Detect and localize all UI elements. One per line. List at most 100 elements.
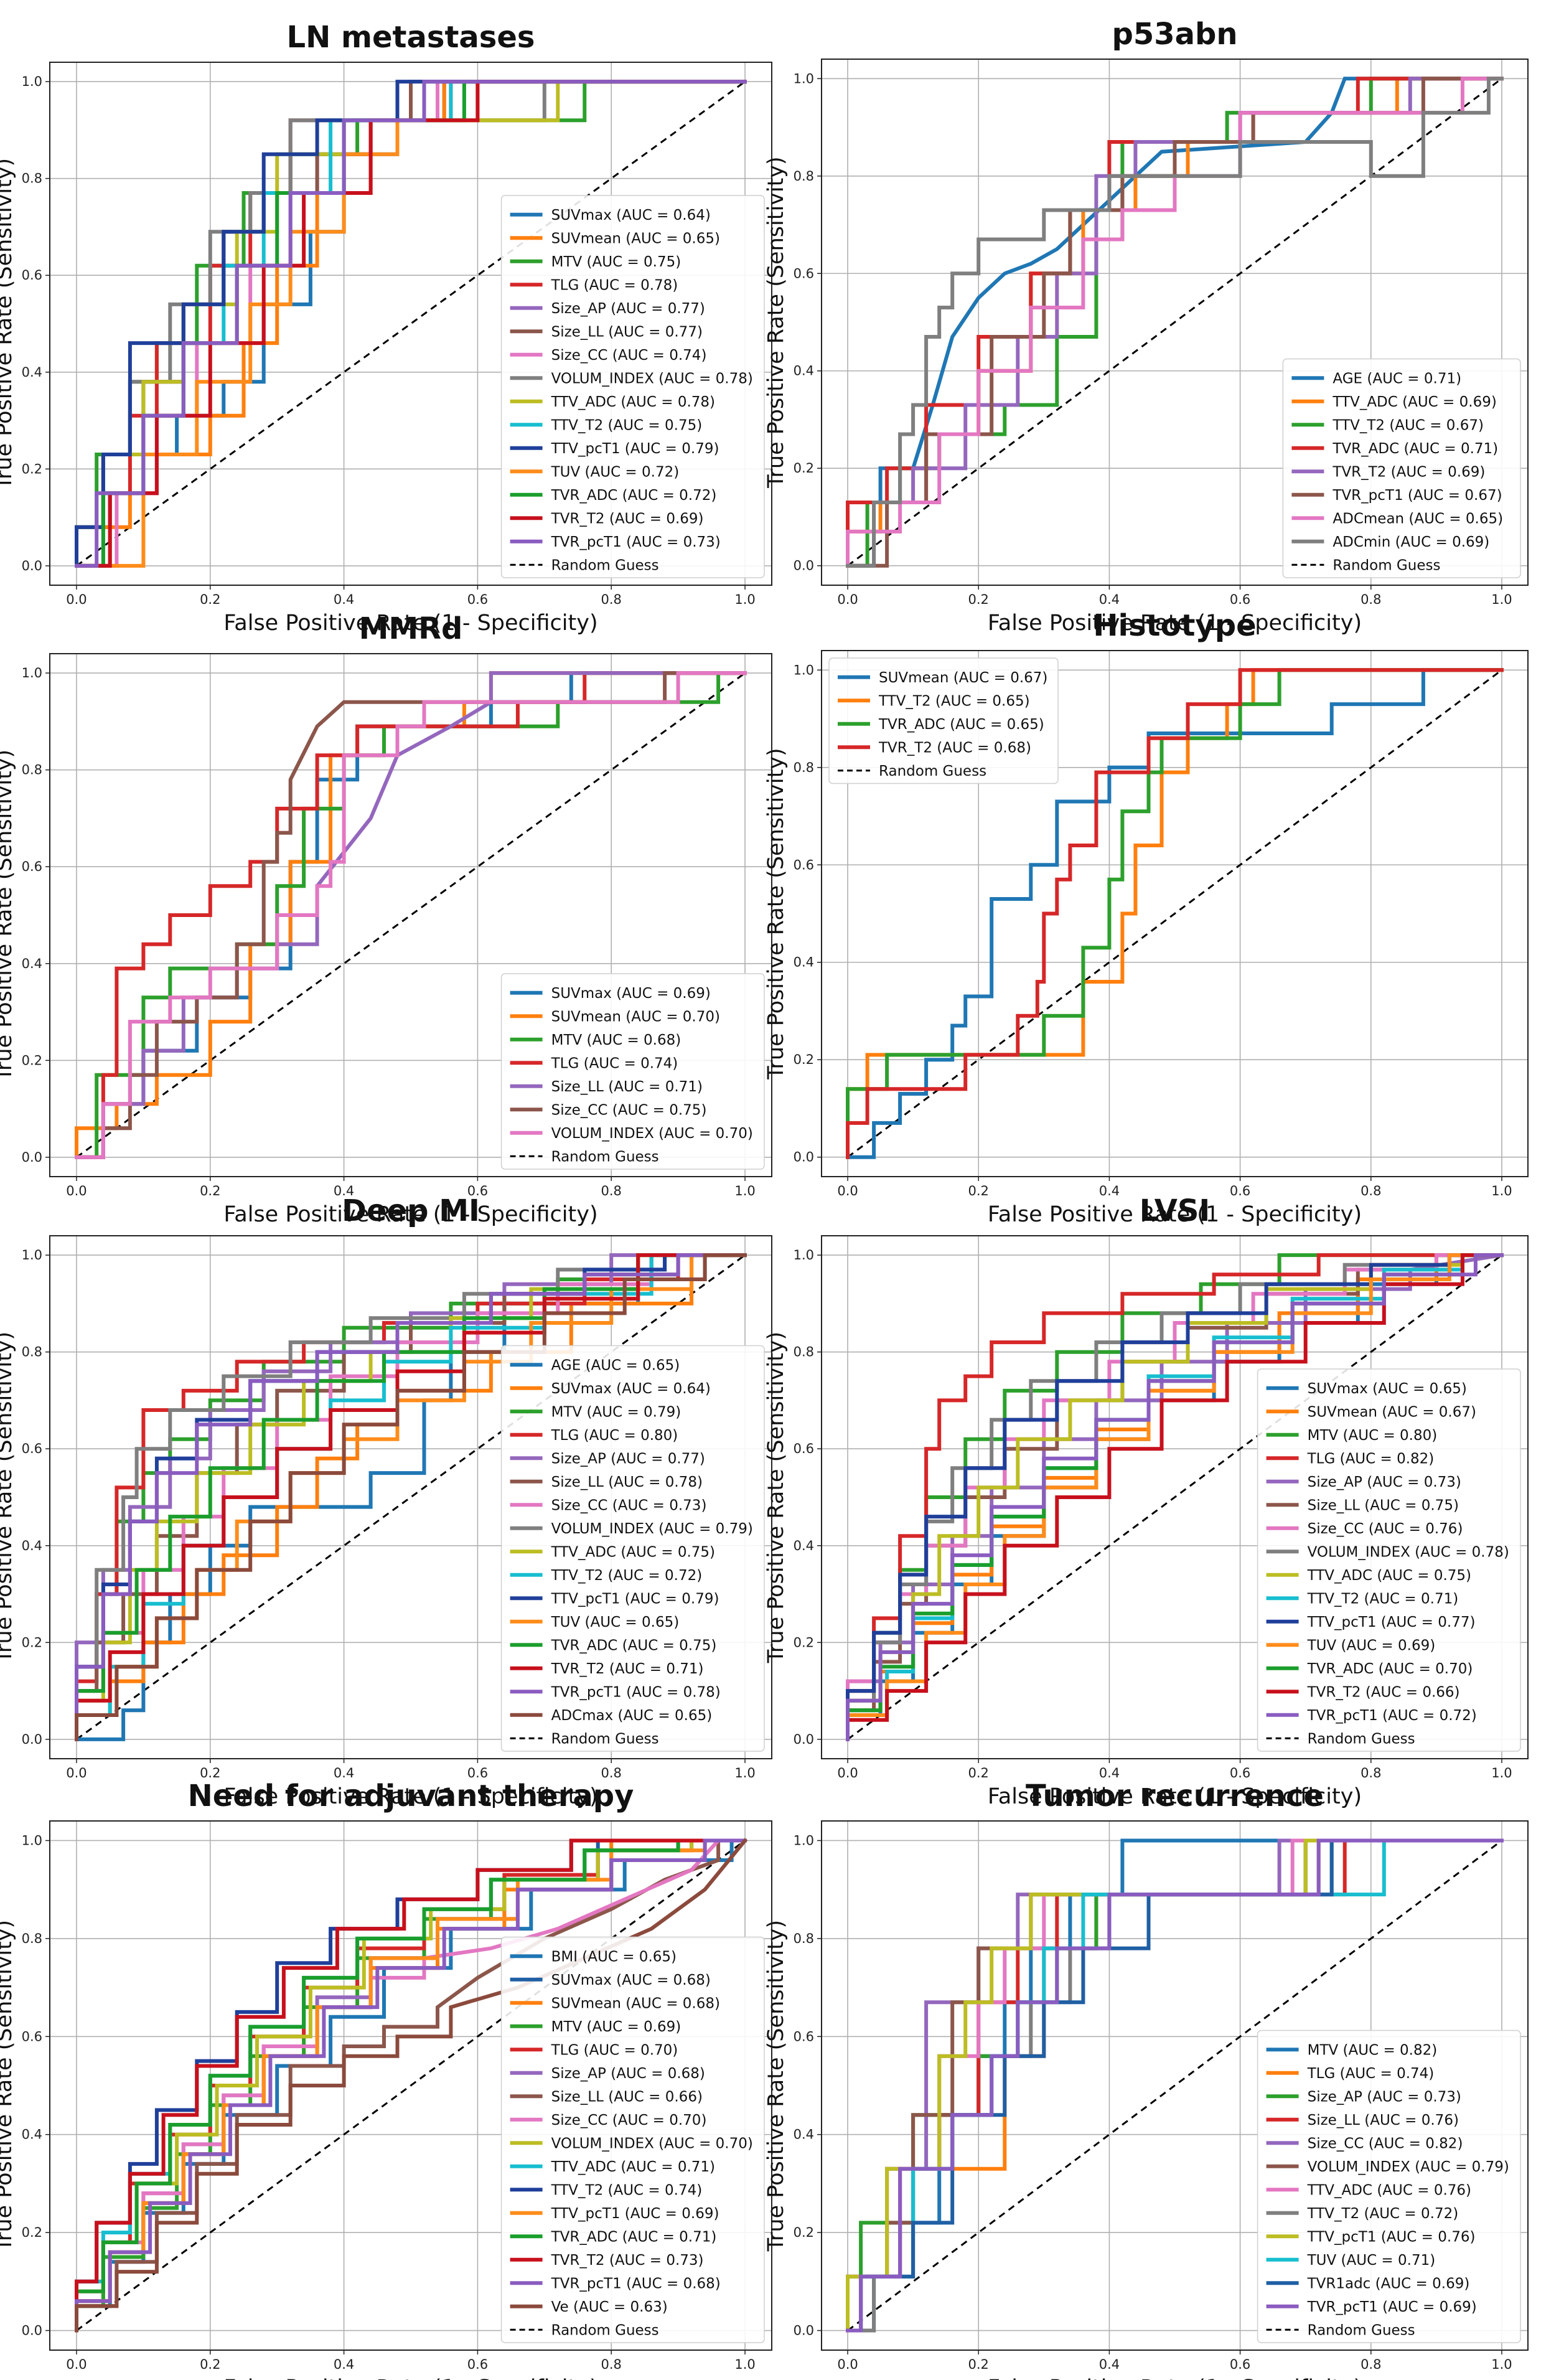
chart-title: Tumor recurrence: [1026, 1779, 1324, 1813]
legend: AGE (AUC = 0.65) SUVmax (AUC = 0.64) MTV (…: [500, 1345, 765, 1752]
roc-curve-tvr-t2: [846, 668, 1504, 1159]
legend-label: TVR_T2 (AUC = 0.73): [551, 2252, 704, 2269]
x-tick-label: 1.0: [734, 1766, 755, 1780]
legend-label: TVR_T2 (AUC = 0.68): [878, 740, 1031, 756]
legend-label: TTV_ADC (AUC = 0.69): [1332, 394, 1496, 410]
legend-label: MTV (AUC = 0.75): [551, 254, 682, 270]
y-tick-label: 1.0: [794, 1833, 814, 1848]
x-tick-label: 1.0: [734, 2357, 755, 2372]
legend-label: TTV_T2 (AUC = 0.71): [1307, 1591, 1459, 1607]
legend-label: TUV (AUC = 0.65): [551, 1614, 680, 1630]
plot-frame: [821, 650, 1529, 1177]
panel-tumor-recurrence: Tumor recurrence 0.0 0.0 0.2 0.2 0.4 0.4 0.6 0.6…: [764, 1779, 1529, 2380]
x-tick-label: 0.6: [1230, 2357, 1250, 2372]
roc-curve-tvr-pct1: [75, 1253, 747, 1741]
legend-label: Size_CC (AUC = 0.74): [551, 347, 707, 364]
x-tick-label: 0.8: [1361, 592, 1381, 607]
x-tick-label: 1.0: [734, 1183, 755, 1198]
panel-lvsi: LVSI 0.0 0.0 0.2 0.2 0.4 0.4 0.6 0.6 0.8 0.8 1.0 1.0…: [764, 1193, 1529, 1809]
legend-label: Size_LL (AUC = 0.75): [1308, 1497, 1459, 1513]
legend-label: TTV_ADC (AUC = 0.71): [551, 2159, 715, 2175]
chart-title: Need for adjuvant therapy: [188, 1779, 634, 1813]
roc-curve-tvr-pct1: [846, 1253, 1504, 1741]
plot-frame: [821, 1820, 1529, 2351]
legend-label: TTV_T2 (AUC = 0.72): [1307, 2206, 1459, 2222]
roc-curve-tvr-pct1: [75, 80, 747, 568]
plot-frame: [49, 62, 772, 586]
y-axis-label: True Positive Rate (Sensitivity): [764, 156, 789, 488]
x-tick-label: 0.6: [1230, 592, 1250, 607]
roc-curve-size-ll: [846, 1253, 1504, 1741]
y-tick-label: 1.0: [794, 71, 814, 86]
y-axis-label: True Positive Rate (Sensitivity): [0, 1332, 17, 1663]
legend-label: TVR_pcT1 (AUC = 0.78): [551, 1684, 721, 1700]
x-tick-label: 0.6: [467, 1766, 488, 1780]
y-axis-label: True Positive Rate (Sensitivity): [764, 748, 789, 1079]
x-axis-label: False Positive Rate (1 - Specificity): [223, 611, 597, 636]
panel-ln-metastases: LN metastases 0.0 0.0 0.2 0.2 0.4 0.4 0.6 0.6 0.8…: [0, 20, 772, 636]
legend-label: MTV (AUC = 0.82): [1308, 2042, 1438, 2058]
legend-label: TTV_T2 (AUC = 0.72): [551, 1568, 703, 1584]
y-tick-label: 0.2: [794, 1052, 814, 1067]
random-guess-line: [76, 672, 746, 1159]
plot-frame: [49, 653, 772, 1177]
legend-label: TLG (AUC = 0.74): [551, 1055, 678, 1071]
legend-label: Size_CC (AUC = 0.82): [1308, 2135, 1463, 2152]
plot-frame: [49, 1235, 772, 1759]
y-tick-label: 0.8: [22, 171, 42, 186]
random-guess-line: [847, 78, 1502, 567]
y-tick-label: 1.0: [794, 1248, 814, 1263]
legend-label: Size_CC (AUC = 0.75): [551, 1102, 707, 1118]
roc-curve-tvr-pct1: [846, 77, 1504, 568]
chart-title: p53abn: [1112, 17, 1237, 52]
chart-title: Deep MI: [342, 1193, 480, 1228]
chart-title: LN metastases: [287, 20, 535, 55]
chart-title: LVSI: [1140, 1193, 1211, 1228]
legend-label: TTV_pcT1 (AUC = 0.79): [551, 441, 719, 457]
y-tick-label: 0.0: [794, 1150, 814, 1165]
roc-curve-adcmax: [75, 1253, 747, 1741]
x-axis-label: False Positive Rate (1 - Specificity): [988, 1202, 1362, 1227]
legend-box: [500, 973, 765, 1170]
y-axis-label: True Positive Rate (Sensitivity): [0, 158, 17, 490]
legend-label: SUVmax (AUC = 0.64): [551, 207, 711, 223]
panel-deep-mi: Deep MI 0.0 0.0 0.2 0.2 0.4 0.4 0.6 0.6 0.8 0.8 1.0…: [0, 1193, 772, 1809]
y-tick-label: 0.4: [22, 956, 42, 971]
y-tick-label: 0.8: [22, 1345, 42, 1360]
legend-label: TTV_pcT1 (AUC = 0.69): [551, 2206, 719, 2222]
x-tick-label: 0.8: [1361, 2357, 1381, 2372]
legend: SUVmax (AUC = 0.69) SUVmean (AUC = 0.70) M…: [500, 973, 765, 1170]
x-tick-label: 1.0: [1491, 592, 1512, 607]
legend-label: SUVmean (AUC = 0.70): [551, 1009, 720, 1025]
y-tick-label: 0.8: [794, 1931, 814, 1946]
legend-label: Size_LL (AUC = 0.78): [551, 1474, 703, 1490]
legend-label: TTV_T2 (AUC = 0.75): [551, 417, 703, 433]
x-tick-label: 0.2: [200, 1183, 220, 1198]
plot-frame: [49, 1820, 772, 2351]
x-tick-label: 0.0: [837, 1183, 858, 1198]
legend-box: [1257, 1368, 1521, 1752]
legend-label: TTV_T2 (AUC = 0.65): [878, 693, 1030, 709]
legend-label: Size_AP (AUC = 0.73): [1308, 1474, 1461, 1490]
x-axis-label: False Positive Rate (1 - Specificity): [223, 1784, 597, 1809]
legend-label: Size_LL (AUC = 0.71): [551, 1079, 703, 1095]
y-tick-label: 0.4: [794, 1538, 814, 1553]
legend-label: TVR_T2 (AUC = 0.71): [551, 1661, 704, 1677]
x-tick-label: 1.0: [1491, 1766, 1512, 1780]
y-tick-label: 0.0: [794, 1732, 814, 1747]
legend-label: SUVmean (AUC = 0.65): [551, 230, 720, 247]
x-tick-label: 0.8: [601, 1183, 622, 1198]
legend-label: Size_LL (AUC = 0.77): [551, 324, 703, 340]
roc-curve-tvr-t2: [846, 1253, 1504, 1741]
legend-label: Size_CC (AUC = 0.73): [551, 1497, 707, 1513]
y-tick-label: 0.4: [22, 1538, 42, 1553]
legend-label: TVR_ADC (AUC = 0.72): [551, 487, 717, 504]
legend-label: TTV_pcT1 (AUC = 0.76): [1307, 2229, 1476, 2245]
y-tick-label: 0.4: [22, 365, 42, 380]
random-guess-line: [847, 1254, 1502, 1741]
x-tick-label: 0.0: [66, 1183, 87, 1198]
legend-label: Random Guess: [879, 763, 986, 779]
legend-label: TVR_ADC (AUC = 0.70): [1307, 1661, 1473, 1677]
legend-label: SUVmax (AUC = 0.65): [1308, 1381, 1467, 1397]
legend-label: ADCmean (AUC = 0.65): [1333, 510, 1503, 527]
